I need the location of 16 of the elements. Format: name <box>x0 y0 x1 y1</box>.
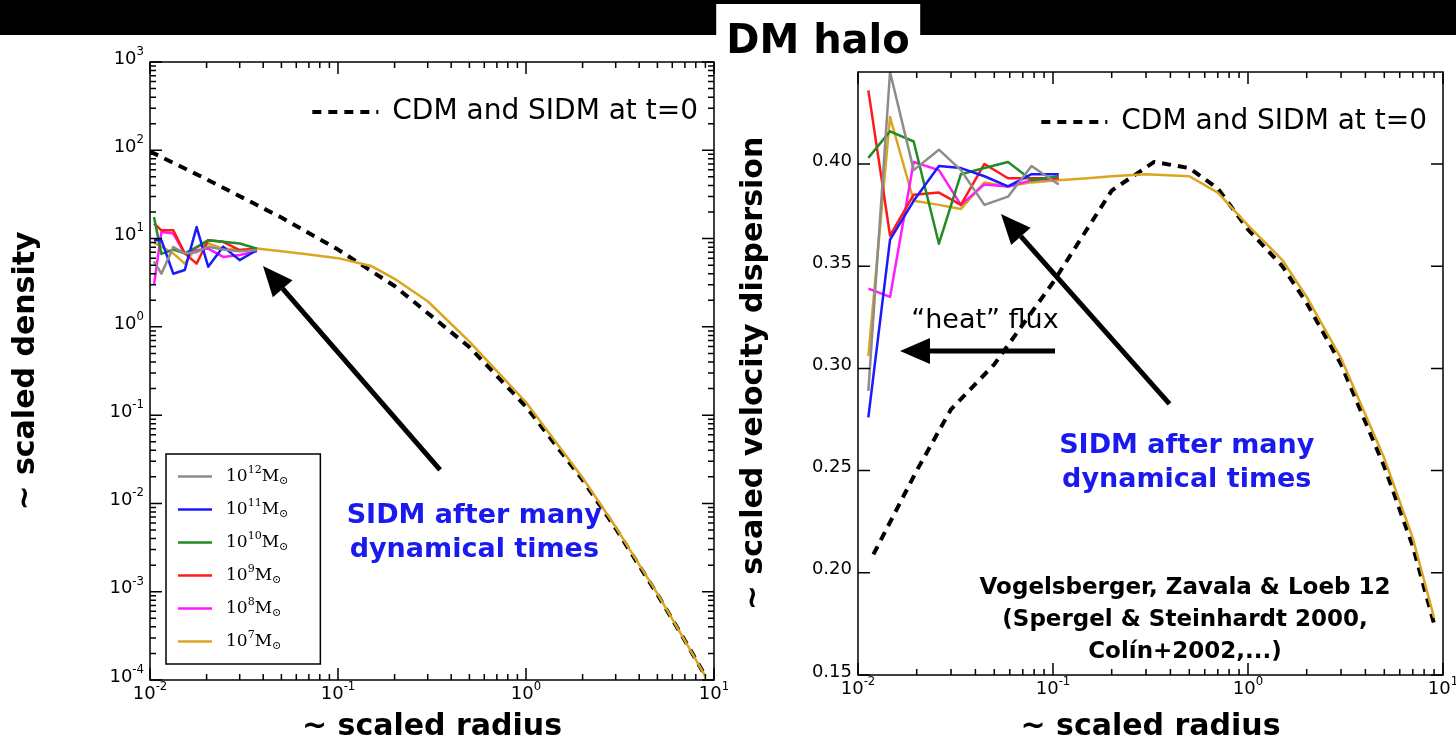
annotation: “heat” flux <box>911 303 1059 335</box>
legend-label: CDM and SIDM at t=0 <box>1121 103 1428 137</box>
x-axis-title: ~ scaled radius <box>1020 706 1281 742</box>
legend-label: CDM and SIDM at t=0 <box>392 93 699 127</box>
y-tick-label: 0.30 <box>811 353 852 375</box>
annotation: SIDM after many dynamical times <box>1059 427 1315 493</box>
y-tick-label: 0.35 <box>811 250 852 272</box>
chart-title: DM halo <box>716 4 920 68</box>
annotation: Vogelsberger, Zavala & Loeb 12 (Spergel & Steinhardt 2000, Colín+2002,...) <box>979 572 1391 663</box>
y-tick-label: 0.25 <box>811 455 852 477</box>
y-tick-label: 0.20 <box>811 557 852 579</box>
annotation: SIDM after many dynamical times <box>346 498 603 564</box>
y-axis-title: ~ scaled density <box>5 230 41 511</box>
x-axis-title: ~ scaled radius <box>301 706 563 742</box>
y-tick-label: 0.40 <box>811 148 852 170</box>
y-axis-title: ~ scaled velocity dispersion <box>733 136 769 611</box>
